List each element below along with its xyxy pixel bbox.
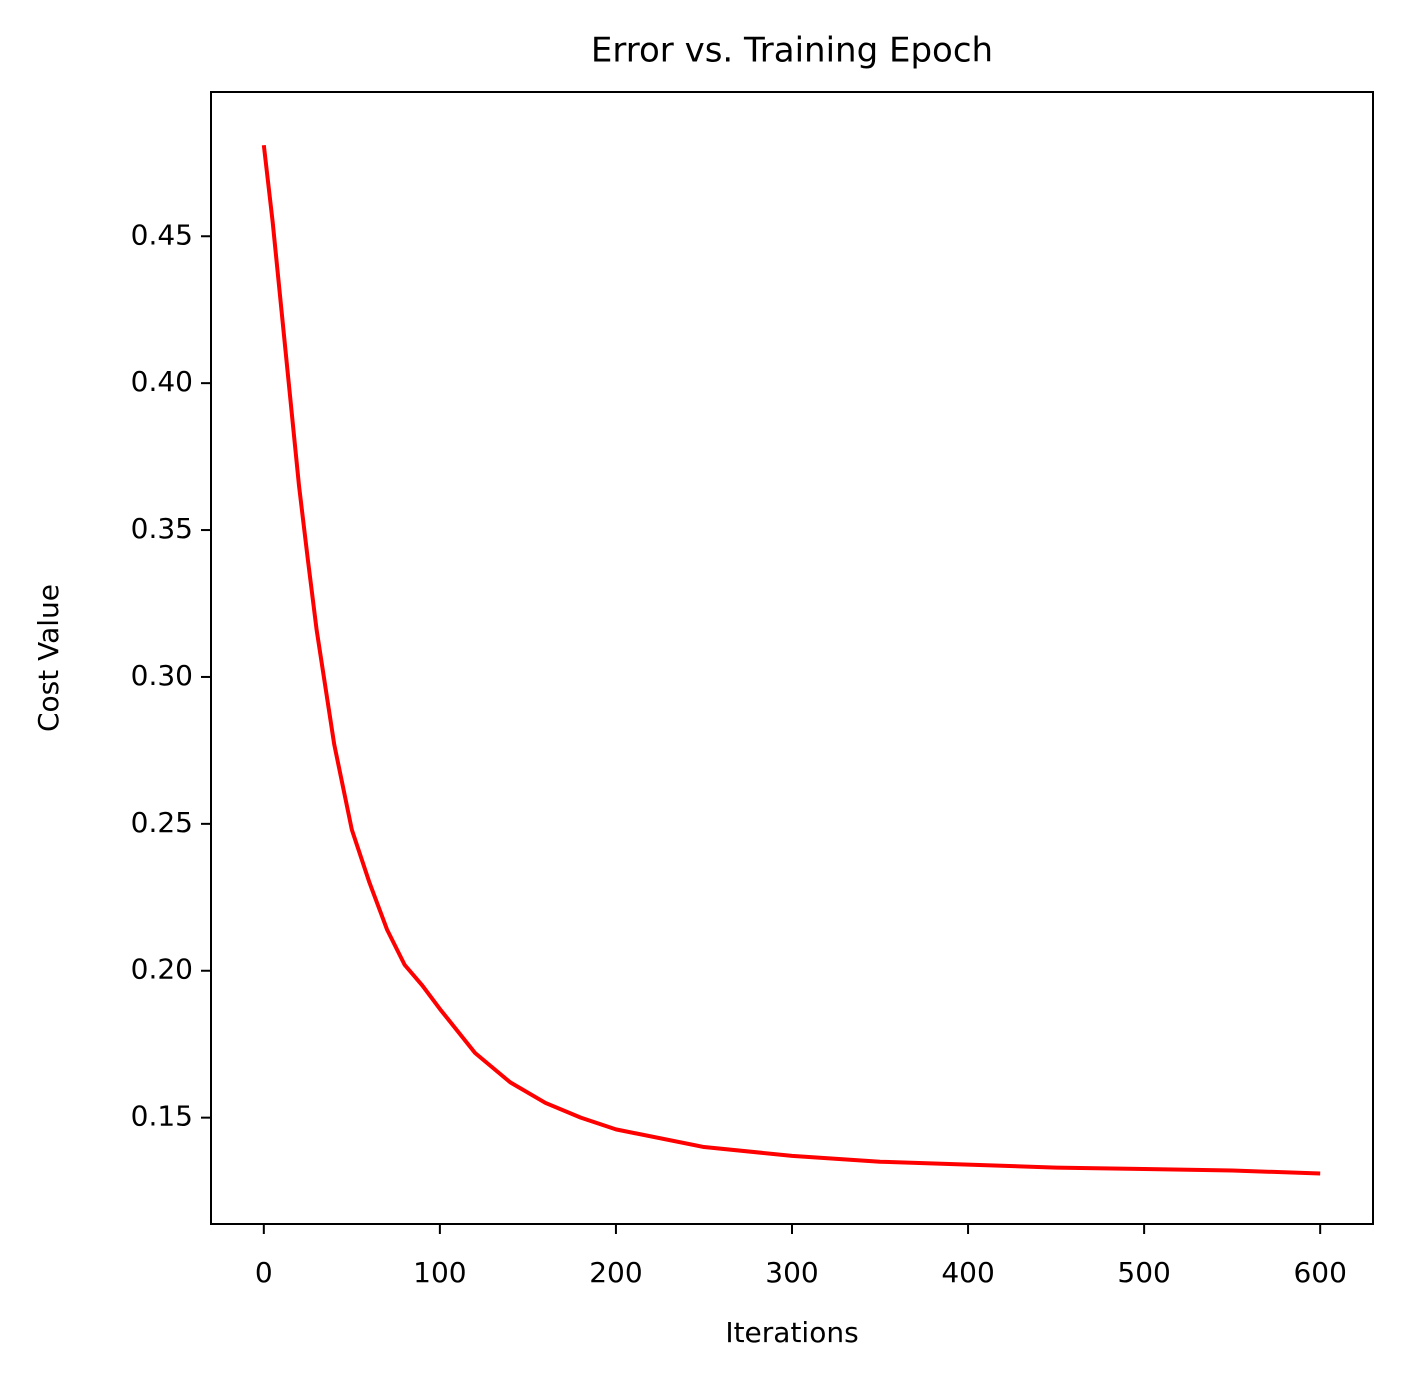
y-tick-label: 0.40	[131, 365, 193, 398]
y-tick-label: 0.45	[131, 218, 193, 251]
line	[261, 144, 1321, 1176]
y-axis-label: Cost Value	[32, 584, 65, 732]
x-tick-label: 0	[255, 1256, 273, 1289]
x-axis-label: Iterations	[725, 1316, 858, 1349]
y-tick-label: 0.35	[131, 512, 193, 545]
y-tick-label: 0.15	[131, 1100, 193, 1133]
chart-title: Error vs. Training Epoch	[591, 31, 993, 71]
x-tick-label: 500	[1117, 1256, 1170, 1289]
x-tick-label: 100	[413, 1256, 466, 1289]
x-tick-label: 200	[589, 1256, 642, 1289]
y-tick-label: 0.20	[131, 953, 193, 986]
plot-frame	[210, 91, 1374, 1225]
x-tick-label: 400	[941, 1256, 994, 1289]
x-tick-label: 600	[1293, 1256, 1346, 1289]
y-tick-label: 0.30	[131, 659, 193, 692]
y-tick-label: 0.25	[131, 806, 193, 839]
x-tick-label: 300	[765, 1256, 818, 1289]
